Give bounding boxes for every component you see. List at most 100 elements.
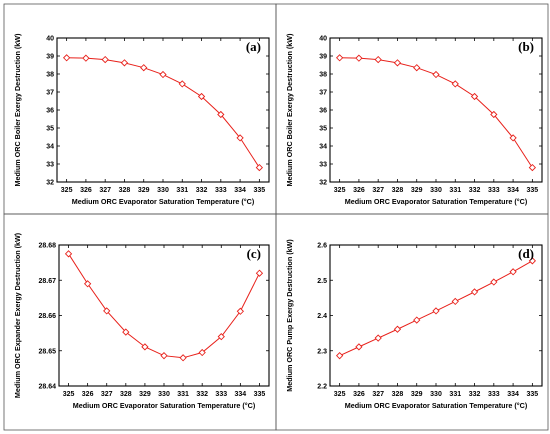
x-tick-label: 328 [119,187,131,194]
panel-label: (c) [247,246,261,261]
x-tick-label: 325 [61,187,73,194]
y-tick-label: 35 [46,126,54,133]
y-tick-label: 36 [319,108,327,115]
x-tick-label: 333 [488,391,500,398]
y-tick-label: 39 [46,54,54,61]
x-tick-label: 331 [449,187,461,194]
x-tick-label: 327 [101,391,113,398]
chart-panel: 325 326 327 328 329 330 331 332 333 334 335 28.64 28… [3,213,277,431]
y-tick-label: 2.5 [317,278,327,285]
x-tick-label: 335 [527,391,539,398]
data-point-marker [413,316,421,324]
x-axis-label: Medium ORC Evaporator Saturation Tempera… [72,197,255,206]
data-point-marker [217,333,225,341]
x-tick-label: 328 [392,391,404,398]
y-tick-label: 35 [319,126,327,133]
x-tick-label: 330 [430,391,442,398]
data-point-marker [178,80,186,88]
data-point-marker [335,54,344,62]
data-point-marker [451,297,459,306]
y-tick-label: 40 [319,36,327,43]
y-axis-label: Medium ORC Boiler Exergy Destruction (kW… [13,33,22,187]
x-tick-label: 331 [177,391,189,398]
data-point-marker [509,268,517,276]
y-tick-label: 2.2 [317,384,327,391]
plot-frame [329,244,543,387]
data-point-marker [528,257,537,265]
data-point-marker [84,280,92,288]
x-tick-label: 331 [449,391,461,398]
plot-frame [329,37,543,183]
y-axis-label: Medium ORC Boiler Exergy Destruction (kW… [285,33,294,187]
x-tick-label: 328 [120,391,132,398]
panel-label: (b) [518,39,534,54]
x-tick-label: 332 [469,187,481,194]
y-tick-label: 28.64 [38,384,56,391]
data-point-marker [490,110,498,119]
data-point-marker [217,110,225,119]
data-point-marker [509,134,517,142]
x-tick-label: 333 [215,187,227,194]
x-tick-label: 335 [527,187,539,194]
data-point-marker [140,64,148,72]
x-tick-label: 326 [353,187,365,194]
data-point-marker [490,278,498,286]
x-tick-label: 326 [353,391,365,398]
plot-frame [58,244,270,387]
y-tick-label: 28.65 [38,348,56,355]
x-tick-label: 329 [411,391,423,398]
series-line [68,253,260,359]
data-point-marker [393,325,402,333]
x-tick-label: 334 [234,187,246,194]
y-tick-label: 38 [319,72,327,79]
x-tick-label: 327 [372,391,384,398]
data-point-marker [355,343,363,351]
y-axis-label: Medium ORC Expander Exergy Destruction (… [13,232,22,398]
x-tick-label: 329 [138,187,150,194]
x-tick-label: 325 [334,187,346,194]
x-tick-label: 334 [507,187,519,194]
data-point-marker [335,352,344,360]
panel-border [275,213,549,431]
x-tick-label: 330 [158,391,170,398]
x-tick-label: 330 [157,187,169,194]
x-axis-label: Medium ORC Evaporator Saturation Tempera… [345,197,528,206]
plot-frame [56,37,270,183]
x-tick-label: 326 [82,391,94,398]
data-point-marker [141,343,149,351]
x-tick-label: 332 [196,187,208,194]
y-tick-label: 37 [319,90,327,97]
x-tick-label: 328 [392,187,404,194]
x-axis-label: Medium ORC Evaporator Saturation Tempera… [73,401,256,410]
data-point-marker [122,328,130,336]
data-point-marker [120,59,129,67]
chart-panel: 325 326 327 328 329 330 331 332 333 334 335 2.2 2.3 2… [275,213,549,431]
data-point-marker [470,288,479,296]
x-tick-label: 329 [411,187,423,194]
x-tick-label: 333 [488,187,500,194]
data-point-marker [101,55,109,64]
y-tick-label: 28.67 [38,278,56,285]
x-tick-label: 334 [235,391,247,398]
data-point-marker [255,269,264,277]
y-tick-label: 38 [46,72,54,79]
chart-panel: 325 326 327 328 329 330 331 332 333 334 335 32 33 34 3… [275,3,549,215]
y-tick-label: 34 [319,144,327,151]
y-axis-label: Medium ORC Pump Exergy Destruction (kW) [285,239,294,392]
y-tick-label: 32 [46,180,54,187]
panel-label: (a) [246,39,261,54]
data-point-marker [179,354,187,362]
y-tick-label: 33 [319,162,327,169]
x-tick-label: 325 [334,391,346,398]
y-tick-label: 33 [46,162,54,169]
data-point-marker [470,92,479,101]
data-point-marker [393,59,402,67]
y-tick-label: 32 [319,180,327,187]
y-tick-label: 2.4 [317,313,327,320]
y-tick-label: 39 [319,54,327,61]
data-point-marker [198,348,206,357]
x-tick-label: 333 [215,391,227,398]
x-tick-label: 327 [99,187,111,194]
panel-label: (d) [518,246,534,261]
